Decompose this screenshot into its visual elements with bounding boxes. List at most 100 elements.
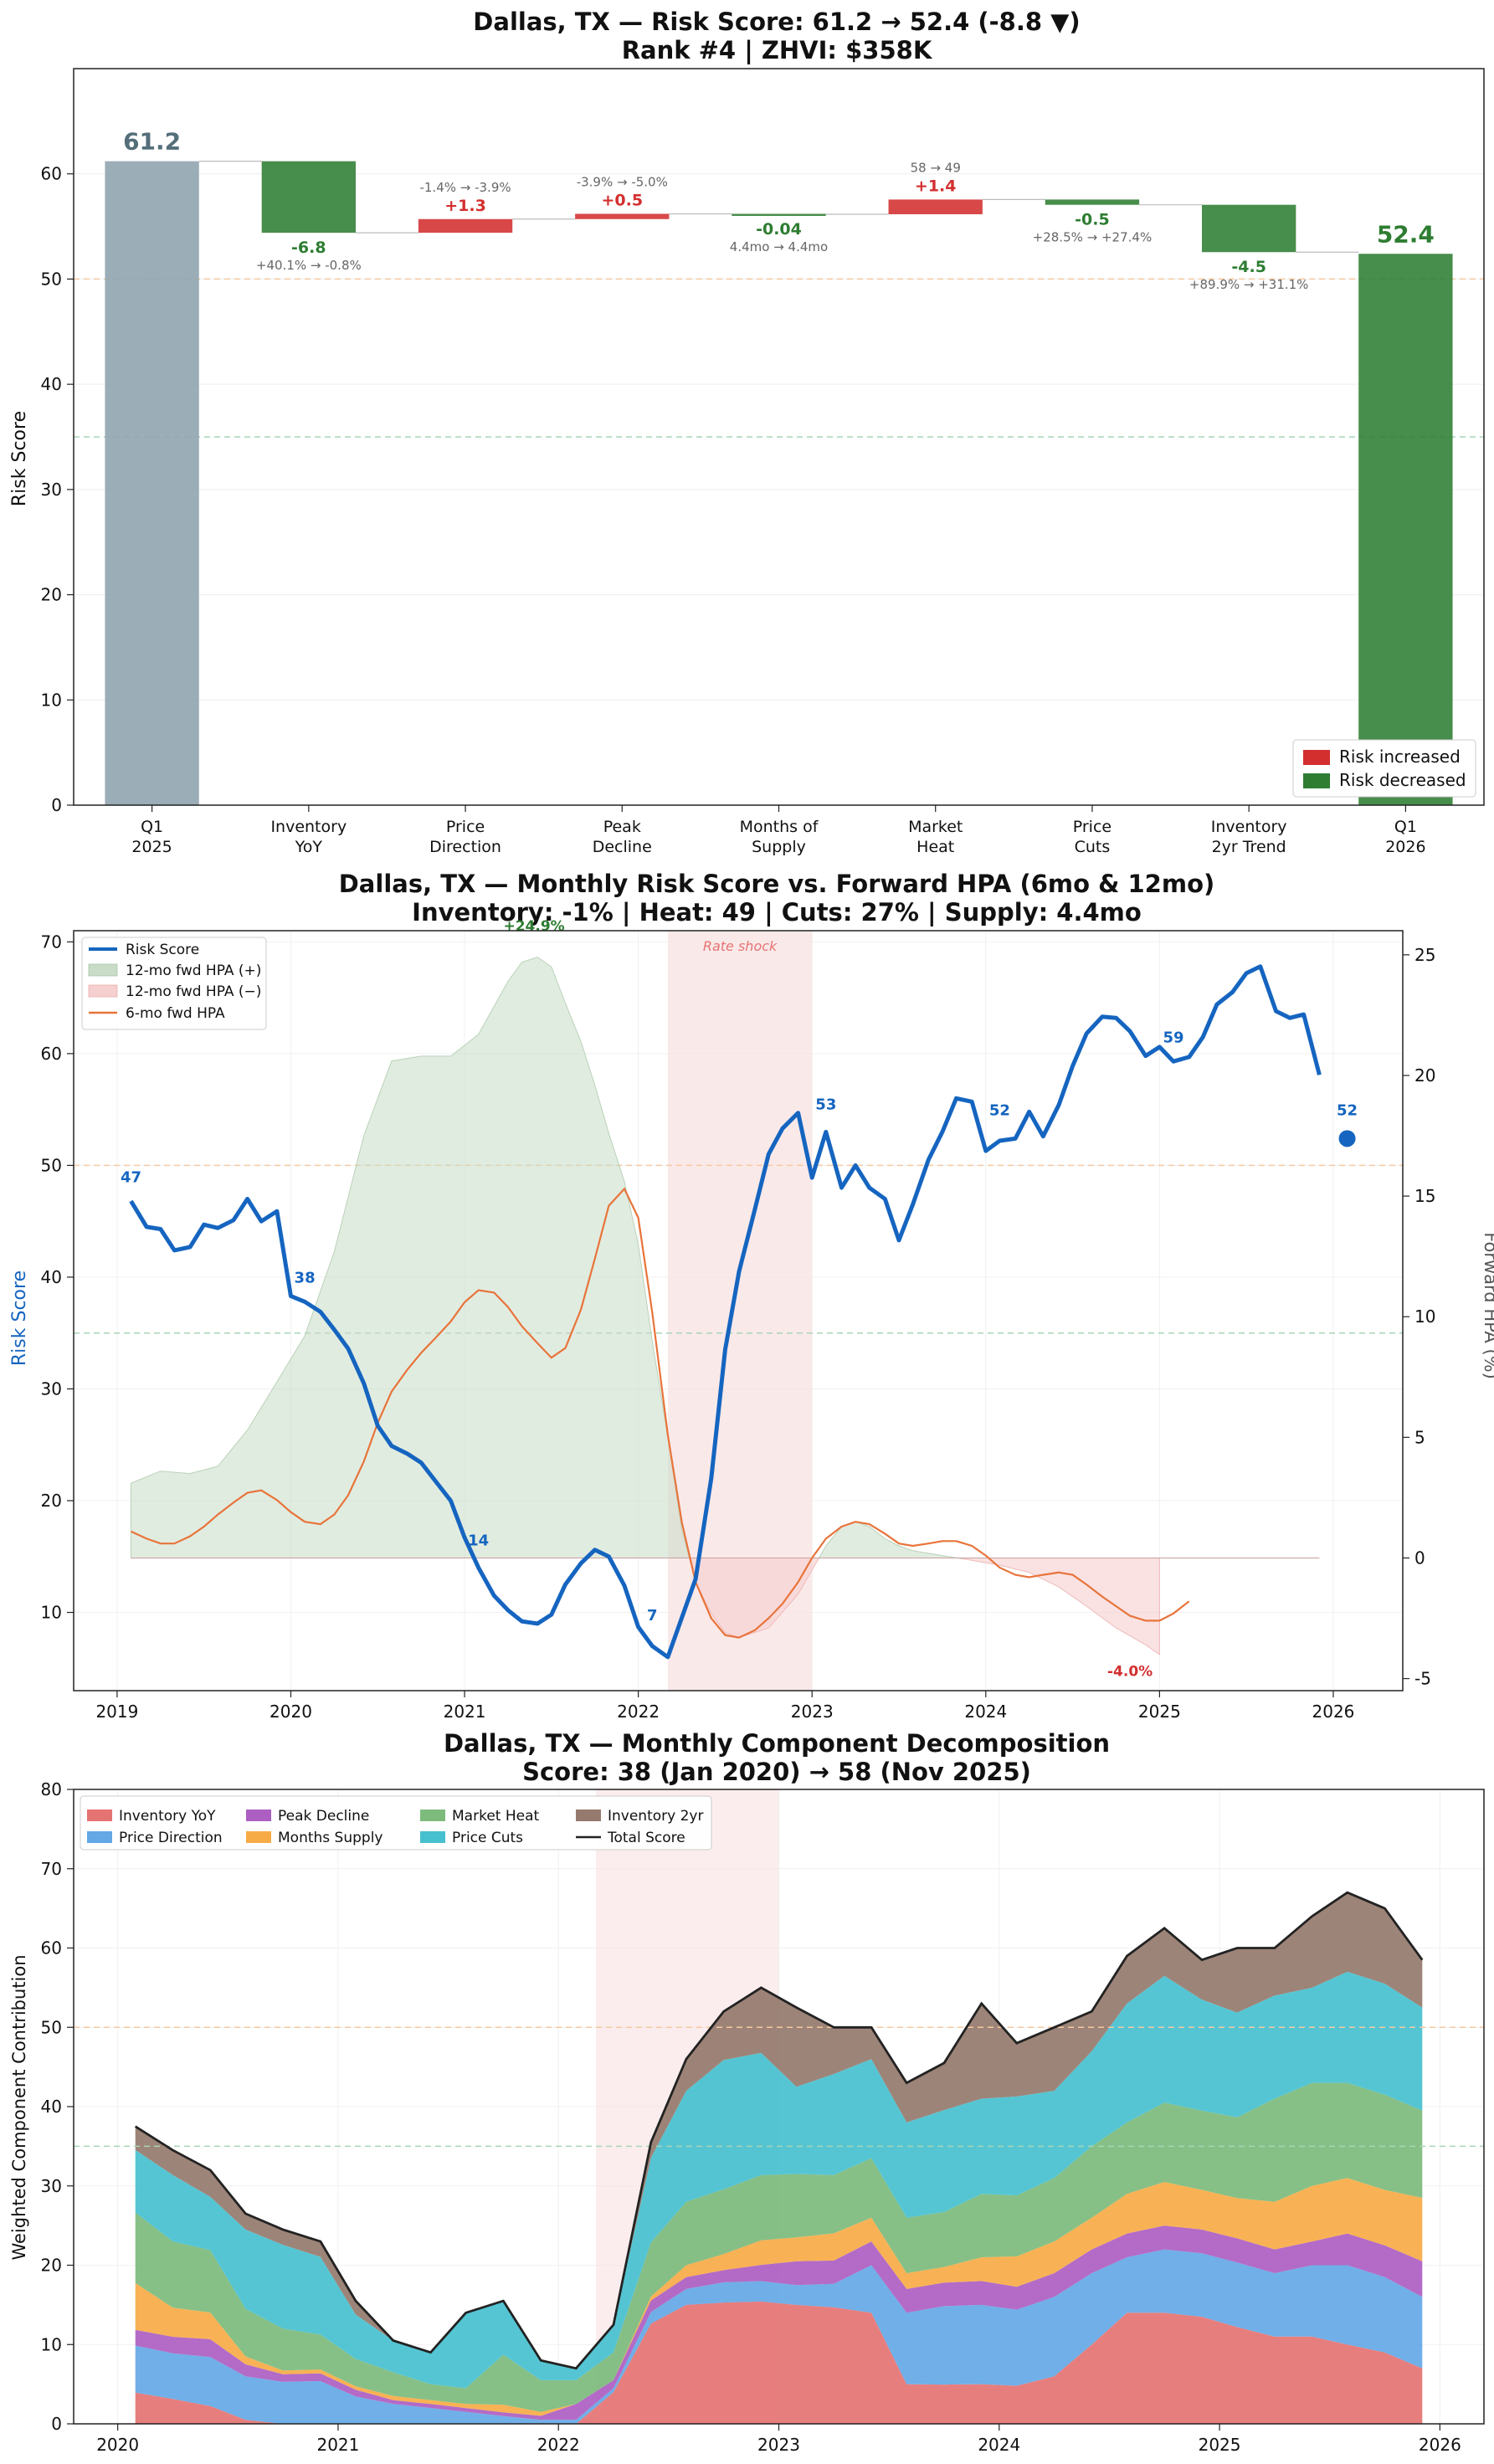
waterfall-subtitle: Rank #4 | ZHVI: $358K — [622, 36, 933, 64]
hpa-12mo-negative-area — [131, 1558, 1160, 1656]
x-tick-label: Price — [1073, 818, 1112, 836]
y-tick-label: 30 — [41, 2176, 62, 2196]
x-tick-label: 2020 — [96, 2435, 139, 2455]
x-tick-label: Inventory — [270, 818, 347, 836]
annotation-label: 59 — [1163, 1029, 1183, 1047]
x-tick-label: Supply — [752, 838, 806, 856]
legend-label: Total Score — [607, 1830, 685, 1846]
value-label: +1.3 — [444, 197, 486, 215]
waterfall-bar — [261, 161, 356, 234]
y-tick-label: 10 — [41, 1603, 62, 1623]
x-tick-label: 2024 — [978, 2435, 1020, 2455]
legend-label: Peak Decline — [278, 1808, 369, 1825]
y-tick-label: 60 — [41, 164, 62, 184]
annotation-label: 38 — [295, 1270, 316, 1287]
risk-score-line — [129, 964, 1322, 1660]
value-label: -0.5 — [1075, 211, 1110, 229]
legend-label: Inventory YoY — [119, 1808, 216, 1825]
change-note: 4.4mo → 4.4mo — [730, 239, 828, 254]
y-tick-label: 20 — [41, 1491, 62, 1511]
y-tick-label: 40 — [41, 374, 62, 394]
value-label: -4.5 — [1231, 258, 1266, 276]
waterfall-reference-lines — [74, 278, 1484, 438]
legend-swatch-decrease — [1303, 773, 1330, 788]
y-tick-label: 50 — [41, 1155, 62, 1175]
y-tick-label: 70 — [41, 1859, 62, 1879]
waterfall-bar — [1358, 254, 1453, 805]
waterfall-bars — [105, 161, 1453, 806]
y2-tick-label: 15 — [1414, 1186, 1435, 1206]
risk-hpa-y2-axis-label: Forward HPA (%) — [1481, 1232, 1494, 1379]
risk-hpa-reference-lines — [74, 1164, 1403, 1334]
x-tick-label: 2022 — [617, 1702, 660, 1722]
x-tick-label: 2019 — [95, 1702, 138, 1722]
y-tick-label: 80 — [41, 1779, 62, 1799]
annotation-label: +24.9% — [503, 918, 564, 935]
rate-shock-label: Rate shock — [703, 938, 778, 954]
area-inventory-yoy — [135, 2301, 1423, 2424]
value-label: +0.5 — [601, 191, 643, 209]
legend-swatch-hpa-positive — [88, 963, 118, 977]
y-tick-label: 10 — [41, 2334, 62, 2354]
waterfall-bar — [575, 213, 670, 219]
waterfall-y-ticks: 0 10 20 30 40 50 60 — [41, 164, 74, 815]
annotation-label: -4.0% — [1107, 1664, 1153, 1681]
legend-swatch-hpa-negative — [88, 984, 118, 998]
hpa-12mo-positive-area — [130, 957, 1160, 1558]
y-tick-label: 0 — [51, 795, 62, 815]
annotation-label: 14 — [468, 1532, 489, 1549]
legend-label-increase: Risk increased — [1339, 747, 1461, 767]
legend-label-hpa-positive: 12-mo fwd HPA (+) — [126, 963, 261, 979]
risk-hpa-right-ticks: -5 0 5 10 15 20 25 — [1403, 945, 1435, 1689]
y2-tick-label: 20 — [1414, 1065, 1435, 1086]
annotation-label: 47 — [121, 1168, 141, 1186]
decomp-title: Dallas, TX — Monthly Component Decomposi… — [444, 1729, 1110, 1758]
legend-label-risk-score: Risk Score — [126, 942, 199, 958]
component-decomposition-panel: Dallas, TX — Monthly Component Decomposi… — [9, 1729, 1485, 2455]
legend-label: Inventory 2yr — [608, 1808, 703, 1825]
y-tick-label: 60 — [41, 1938, 62, 1958]
y2-tick-label: -5 — [1414, 1669, 1431, 1689]
waterfall-plot-frame — [73, 68, 1485, 806]
x-tick-label: Heat — [916, 838, 954, 856]
x-tick-label: Inventory — [1211, 818, 1287, 836]
legend-swatch — [420, 1810, 445, 1821]
x-tick-label: 2024 — [964, 1702, 1007, 1722]
risk-hpa-legend-box — [81, 937, 267, 1030]
hpa-6mo-line — [131, 1187, 1190, 1639]
legend-label-hpa-negative: 12-mo fwd HPA (−) — [126, 983, 261, 1000]
waterfall-title: Dallas, TX — Risk Score: 61.2 → 52.4 (-8… — [473, 8, 1080, 36]
y-tick-label: 20 — [41, 2256, 62, 2276]
legend-swatch — [420, 1831, 445, 1843]
risk-hpa-y-axis-label: Risk Score — [9, 1270, 30, 1366]
y-tick-label: 40 — [41, 1267, 62, 1287]
x-tick-label: Q1 — [1394, 818, 1417, 836]
x-tick-label: 2021 — [316, 2435, 359, 2455]
value-label: 61.2 — [123, 128, 181, 156]
x-tick-label: 2025 — [1138, 1702, 1181, 1722]
annotation-label: 7 — [647, 1607, 658, 1625]
legend-label-hpa-6mo: 6-mo fwd HPA — [126, 1005, 225, 1022]
change-note: +28.5% → +27.4% — [1033, 230, 1153, 245]
legend-swatch — [87, 1810, 112, 1821]
y-tick-label: 50 — [41, 2017, 62, 2037]
legend-swatch-increase — [1303, 750, 1330, 765]
x-tick-label: 2020 — [270, 1702, 312, 1722]
waterfall-y-axis-label: Risk Score — [9, 411, 30, 506]
area-months-supply — [135, 2178, 1423, 2416]
y2-tick-label: 5 — [1414, 1427, 1425, 1447]
decomp-y-ticks: 0 10 20 30 40 50 60 70 80 — [41, 1779, 74, 2434]
risk-hpa-subtitle: Inventory: -1% | Heat: 49 | Cuts: 27% | … — [412, 898, 1142, 927]
y-tick-label: 30 — [41, 480, 62, 500]
x-tick-label: Price — [446, 818, 485, 836]
area-price-direction — [135, 2249, 1423, 2424]
change-note: +89.9% → +31.1% — [1189, 277, 1309, 292]
value-label: -6.8 — [291, 239, 326, 257]
x-tick-label: 2022 — [537, 2435, 580, 2455]
value-label: 52.4 — [1377, 220, 1435, 248]
annotation-label: 52 — [1337, 1101, 1358, 1119]
legend-swatch — [576, 1810, 601, 1821]
legend-label: Market Heat — [452, 1808, 540, 1825]
legend-swatch — [87, 1831, 112, 1843]
x-tick-label: 2026 — [1312, 1702, 1355, 1722]
